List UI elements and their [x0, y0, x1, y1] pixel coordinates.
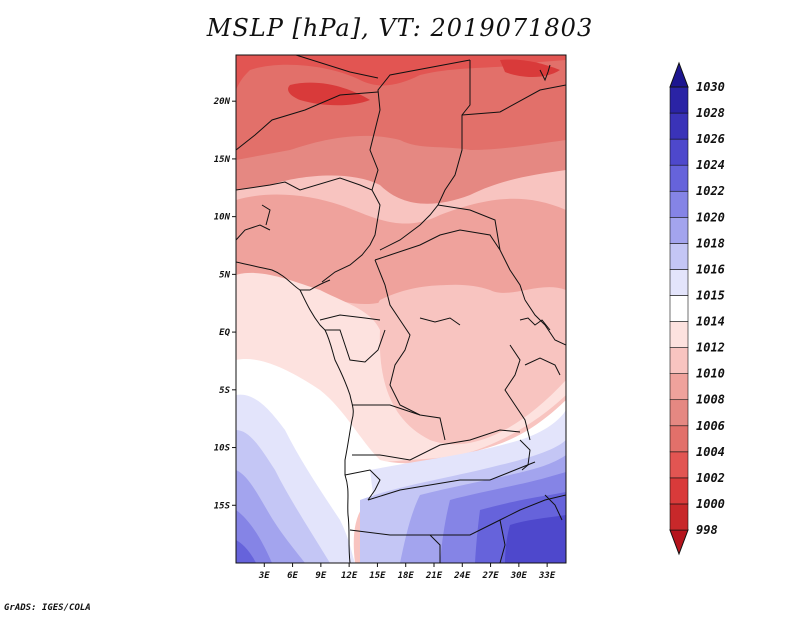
x-tick-label: 30E: [510, 571, 528, 581]
colorbar-swatch: [669, 86, 689, 114]
contour-1024-west: [236, 540, 256, 563]
colorbar-label: 1006: [696, 419, 725, 433]
y-axis: 20N 15N 10N 5N EQ 5S 10S 15S: [213, 97, 236, 511]
pressure-field: [236, 55, 566, 563]
colorbar-swatch: [669, 373, 689, 401]
colorbar-label: 1018: [696, 236, 725, 250]
x-tick-label: 12E: [341, 571, 358, 581]
y-tick-label: 10S: [214, 444, 231, 454]
colorbar-swatch: [669, 243, 689, 270]
colorbar-swatch: [669, 347, 689, 374]
contour-1026-south: [505, 515, 566, 563]
colorbar-label: 1008: [696, 393, 725, 407]
colorbar-label: 1024: [696, 158, 725, 172]
colorbar-label: 1010: [696, 367, 725, 381]
colorbar-label: 1000: [696, 497, 725, 511]
x-tick-label: 27E: [481, 571, 499, 581]
contour-1012-basin: [375, 285, 533, 426]
colorbar-swatch: [669, 295, 689, 322]
contour-1004-core-b: [288, 82, 370, 106]
colorbar-label: 1026: [696, 132, 725, 146]
colorbar-swatch: [669, 425, 689, 453]
y-tick-label: 5N: [219, 270, 230, 280]
contour-1006-band: [236, 55, 566, 160]
y-tick-label: 20N: [213, 97, 231, 107]
x-tick-label: 33E: [538, 571, 556, 581]
x-tick-label: 3E: [258, 571, 270, 581]
colorbar-label: 1030: [696, 80, 725, 94]
colorbar-swatch: [669, 321, 689, 348]
colorbar-swatch: [669, 477, 689, 505]
x-tick-label: 15E: [369, 571, 386, 581]
colorbar-label: 1002: [696, 471, 725, 485]
colorbar-swatch: [669, 529, 689, 556]
colorbar-label: 1020: [696, 210, 725, 224]
colorbar-swatch: [669, 61, 689, 88]
y-tick-label: 15N: [214, 155, 231, 165]
x-tick-label: 9E: [315, 571, 326, 581]
y-tick-label: 5S: [219, 386, 230, 396]
country-borders: [236, 55, 566, 563]
colorbar-label: 998: [696, 523, 718, 537]
x-axis: 3E 6E 9E 12E 15E 18E 21E 24E 27E 30E 33E: [258, 563, 556, 581]
map-frame: [235, 54, 567, 564]
grads-credit: GrADS: IGES/COLA: [4, 603, 91, 613]
colorbar-swatch: [669, 112, 689, 140]
colorbar-label: 1016: [696, 262, 725, 276]
y-tick-label: 15S: [214, 501, 231, 511]
colorbar-swatch: [669, 164, 689, 192]
x-tick-label: 18E: [398, 571, 415, 581]
x-tick-label: 24E: [453, 571, 471, 581]
colorbar-swatch: [669, 216, 689, 244]
colorbar-swatch: [669, 451, 689, 479]
colorbar-swatch: [669, 138, 689, 166]
colorbar-label: 1015: [696, 288, 725, 302]
colorbar-label: 1004: [696, 445, 725, 459]
y-tick-label: 10N: [214, 213, 231, 223]
colorbar-label: 1014: [696, 315, 725, 329]
colorbar-label: 1012: [696, 341, 725, 355]
colorbar-label: 1028: [696, 106, 725, 120]
contour-1004-core-c: [500, 59, 560, 77]
colorbar-swatch: [669, 269, 689, 296]
y-tick-label: EQ: [219, 328, 230, 338]
colorbar-swatch: [669, 190, 689, 218]
colorbar: 998 1000 1002 1004 1006 1008 1010 1012 1014 1015 1…: [669, 61, 725, 556]
map-title: MSLP [hPa], VT: 2019071803: [206, 14, 594, 42]
colorbar-swatch: [669, 399, 689, 427]
colorbar-swatch: [669, 503, 689, 531]
x-tick-label: 21E: [425, 571, 443, 581]
colorbar-label: 1022: [696, 184, 725, 198]
x-tick-label: 6E: [287, 571, 298, 581]
contour-1010-band: [236, 194, 566, 305]
